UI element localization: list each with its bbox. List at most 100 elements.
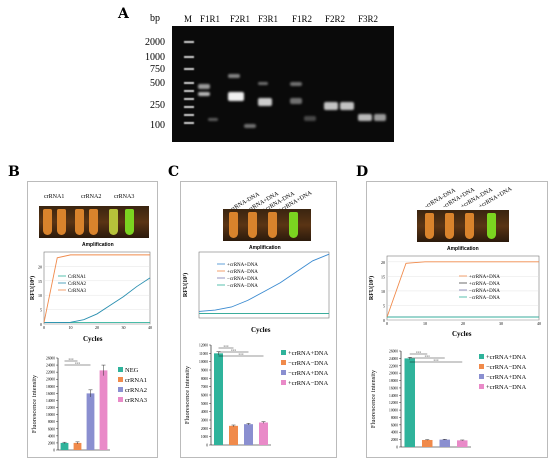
panel-c-letter: C (168, 164, 180, 180)
y-tick-label: 4000 (48, 434, 55, 438)
legend-label: −crRNA−DNA (469, 296, 500, 301)
cycles-label: Cycles (83, 335, 103, 343)
significance-stars: *** (238, 353, 244, 357)
tube (57, 209, 66, 235)
significance-stars: *** (425, 355, 431, 359)
legend-swatch (479, 374, 484, 379)
ladder-band (184, 82, 194, 84)
y-tick-label: 22000 (389, 364, 398, 368)
y-tick-label: 18000 (46, 385, 55, 389)
tube (248, 212, 257, 238)
fluorescence-bar-chart-d: 0 2000 4000 6000 8000 10000 12000 14000 16000 180… (370, 350, 526, 450)
amplification-title: Amplification (447, 246, 479, 252)
tube-photo (39, 206, 149, 238)
x-tick-label: 20 (95, 325, 99, 330)
x-tick-label: 0 (386, 321, 388, 326)
x-tick-label: 10 (423, 321, 427, 326)
y-axis-label: Fluorescence intensity (370, 369, 377, 428)
y-tick-label: 2000 (201, 427, 208, 431)
gel-band-f3r2 (374, 114, 386, 121)
y-tick-label: 6000 (48, 427, 55, 431)
y-axis-label: RFU(10³) (182, 273, 189, 297)
gel-band-f1r2 (290, 98, 302, 104)
significance-stars: *** (75, 362, 81, 366)
legend-label: +crRNA+DNA (288, 350, 328, 357)
bp-marker-750: 750 (150, 64, 165, 75)
y-axis-label: Fluorescence intensity (184, 365, 191, 424)
gel-band-f1r1 (198, 92, 210, 96)
legend-swatch (479, 354, 484, 359)
gel-band-f3r1 (258, 98, 272, 106)
ladder-band (184, 114, 194, 116)
gel-band-f2r2 (340, 102, 354, 110)
amplification-chart-c: +crRNA+DNA +crRNA−DNA −crRNA+DNA −crRNA−DNA… (182, 251, 330, 319)
y-tick-label: 16000 (46, 392, 55, 396)
legend-label: +crRNA+DNA (486, 354, 526, 361)
y-tick-label: 4000 (391, 431, 398, 435)
y-tick-label: 24000 (46, 364, 55, 368)
legend-label: crRNA3 (125, 397, 147, 404)
tube (268, 212, 277, 238)
amplification-title: Amplification (82, 242, 114, 248)
cycles-label: Cycles (452, 330, 472, 338)
y-tick-label: 26000 (46, 357, 55, 361)
y-tick-label: 0 (40, 322, 42, 327)
y-tick-label: 10000 (199, 360, 208, 364)
legend-label: −crRNA−DNA (227, 284, 258, 289)
legend-swatch (281, 350, 286, 355)
ladder-band (184, 122, 194, 124)
legend-label: −crRNA−DNA (288, 360, 328, 367)
bar-4 (457, 440, 468, 447)
tube (425, 213, 434, 239)
significance-stars: *** (223, 345, 229, 349)
y-tick-label: 10 (38, 293, 42, 298)
tube (43, 209, 52, 235)
y-axis-label: RFU(10⁴) (29, 276, 36, 300)
bar-2 (422, 439, 433, 447)
gel-band-f3r2 (358, 114, 372, 121)
bp-marker-2000: 2000 (145, 37, 165, 48)
x-tick-label: 0 (43, 325, 45, 330)
tube (89, 209, 98, 235)
tube (229, 212, 238, 238)
panel-d-letter: D (356, 164, 369, 180)
ladder-band (184, 68, 194, 70)
bar-2 (229, 425, 238, 445)
y-tick-label: 20 (38, 264, 42, 269)
legend-label: −crRNA+DNA (469, 289, 500, 294)
bp-unit-label: bp (150, 13, 160, 24)
y-tick-label: 0 (383, 318, 385, 323)
y-tick-label: 5000 (201, 402, 208, 406)
tube-photo (223, 209, 311, 241)
gel-band-f1r2 (304, 116, 316, 121)
tube (75, 209, 84, 235)
legend-label: +crRNA−DNA (486, 384, 526, 391)
bar-2 (73, 442, 82, 450)
gel-band-f2r1 (244, 124, 256, 128)
legend-label: CrRNA1 (68, 275, 87, 280)
y-tick-label: 5 (383, 303, 385, 308)
legend-swatch (479, 384, 484, 389)
ladder-band (184, 41, 194, 43)
bar-1 (60, 442, 69, 450)
y-axis-label: RFU(10³) (368, 276, 375, 300)
legend-label: −crRNA+DNA (288, 370, 328, 377)
bp-marker-500: 500 (150, 78, 165, 89)
lane-label-f1r1: F1R1 (200, 14, 221, 24)
ladder-band (184, 90, 194, 92)
tube (109, 209, 118, 235)
lane-label-m: M (184, 14, 193, 24)
significance-stars: *** (68, 358, 74, 362)
x-tick-label: 30 (499, 321, 503, 326)
gel-band-f1r2 (290, 82, 302, 86)
x-tick-label: 40 (537, 321, 541, 326)
amplification-title: Amplification (249, 245, 281, 251)
y-tick-label: 22000 (46, 371, 55, 375)
ladder-band (184, 56, 194, 58)
y-tick-label: 8000 (201, 377, 208, 381)
legend-label: +crRNA+DNA (227, 263, 258, 268)
legend-swatch (479, 364, 484, 369)
y-tick-label: 12000 (389, 401, 398, 405)
plot-area (198, 251, 330, 319)
panel-d-frame: -crRNA-DNA -crRNA+DNA +crRNA-DNA +crRNA+… (366, 181, 548, 458)
